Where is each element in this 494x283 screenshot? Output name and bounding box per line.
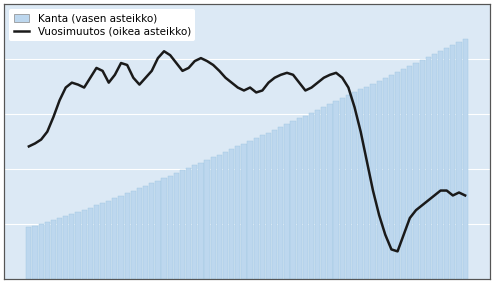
Bar (383, 78, 388, 279)
Bar (352, 93, 357, 279)
Bar (278, 127, 284, 279)
Bar (39, 224, 44, 279)
Bar (333, 101, 339, 279)
Bar (419, 60, 425, 279)
Bar (69, 214, 75, 279)
Bar (456, 42, 461, 279)
Bar (119, 196, 124, 279)
Bar (296, 118, 302, 279)
Bar (266, 132, 271, 279)
Bar (167, 176, 173, 279)
Bar (186, 168, 191, 279)
Bar (76, 212, 81, 279)
Bar (26, 227, 32, 279)
Bar (376, 81, 382, 279)
Bar (82, 210, 87, 279)
Bar (131, 191, 136, 279)
Bar (205, 160, 209, 279)
Bar (44, 222, 50, 279)
Bar (315, 110, 320, 279)
Bar (309, 113, 314, 279)
Bar (285, 124, 289, 279)
Bar (180, 170, 185, 279)
Bar (303, 115, 308, 279)
Bar (395, 72, 400, 279)
Bar (444, 48, 450, 279)
Bar (235, 146, 241, 279)
Bar (328, 104, 332, 279)
Bar (413, 63, 418, 279)
Bar (94, 205, 99, 279)
Bar (162, 178, 166, 279)
Bar (174, 173, 179, 279)
Bar (217, 155, 222, 279)
Bar (407, 66, 412, 279)
Bar (33, 226, 38, 279)
Bar (155, 181, 161, 279)
Bar (100, 203, 105, 279)
Bar (290, 121, 296, 279)
Bar (112, 198, 118, 279)
Bar (438, 51, 443, 279)
Bar (272, 130, 277, 279)
Bar (51, 220, 56, 279)
Bar (389, 75, 394, 279)
Bar (229, 149, 234, 279)
Bar (149, 183, 154, 279)
Bar (124, 193, 130, 279)
Bar (450, 45, 455, 279)
Bar (137, 188, 142, 279)
Bar (192, 165, 198, 279)
Bar (432, 54, 437, 279)
Bar (426, 57, 431, 279)
Bar (364, 87, 370, 279)
Bar (346, 95, 351, 279)
Bar (462, 38, 468, 279)
Bar (401, 69, 406, 279)
Bar (340, 98, 345, 279)
Bar (370, 83, 375, 279)
Bar (223, 152, 228, 279)
Bar (210, 157, 216, 279)
Bar (358, 89, 363, 279)
Bar (106, 201, 111, 279)
Bar (57, 218, 62, 279)
Bar (198, 162, 204, 279)
Bar (143, 186, 148, 279)
Legend: Kanta (vasen asteikko), Vuosimuutos (oikea asteikko): Kanta (vasen asteikko), Vuosimuutos (oik… (9, 9, 195, 41)
Bar (253, 138, 259, 279)
Bar (247, 141, 253, 279)
Bar (260, 135, 265, 279)
Bar (63, 216, 68, 279)
Bar (241, 143, 247, 279)
Bar (321, 107, 327, 279)
Bar (88, 207, 93, 279)
